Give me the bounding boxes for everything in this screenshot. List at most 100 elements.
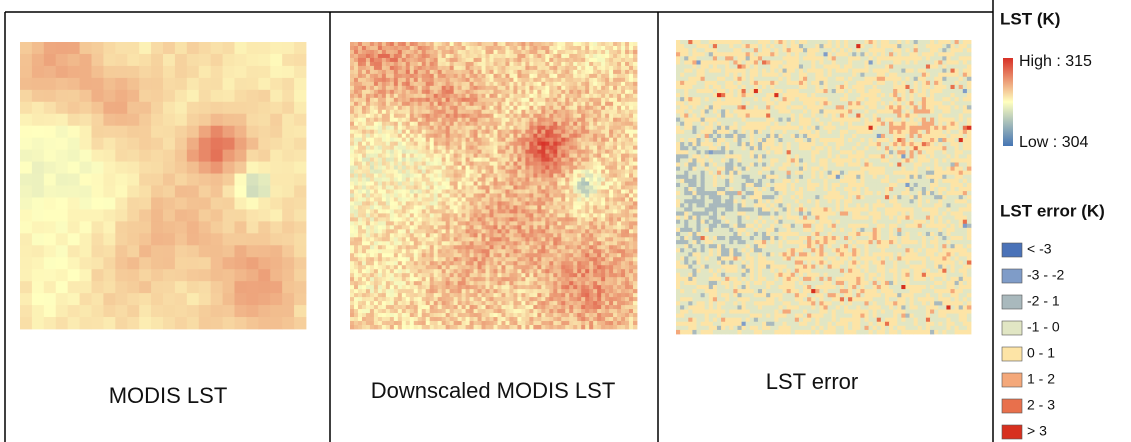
raster-cell <box>486 70 490 74</box>
raster-cell <box>370 237 374 241</box>
raster-cell <box>617 281 621 285</box>
raster-cell <box>549 229 553 233</box>
raster-cell <box>20 66 32 78</box>
raster-cell <box>482 66 486 70</box>
raster-cell <box>402 42 406 46</box>
raster-cell <box>414 74 418 78</box>
raster-cell <box>561 78 565 82</box>
raster-cell <box>509 62 513 66</box>
raster-cell <box>497 273 501 277</box>
raster-cell <box>294 197 306 209</box>
raster-cell <box>617 261 621 265</box>
raster-cell <box>127 269 139 281</box>
raster-cell <box>426 193 430 197</box>
raster-cell <box>513 201 517 205</box>
raster-cell <box>601 86 605 90</box>
raster-cell <box>609 205 613 209</box>
raster-cell <box>529 102 533 106</box>
raster-cell <box>478 253 482 257</box>
raster-cell <box>358 273 362 277</box>
raster-cell <box>354 158 358 162</box>
raster-cell <box>127 114 139 126</box>
raster-cell <box>390 201 394 205</box>
raster-cell <box>414 54 418 58</box>
raster-cell <box>501 205 505 209</box>
raster-cell <box>565 142 569 146</box>
raster-cell <box>442 277 446 281</box>
raster-cell <box>494 273 498 277</box>
raster-cell <box>478 114 482 118</box>
raster-cell <box>517 178 521 182</box>
raster-cell <box>521 122 525 126</box>
raster-cell <box>370 174 374 178</box>
raster-cell <box>163 221 175 233</box>
raster-cell <box>577 154 581 158</box>
raster-cell <box>617 86 621 90</box>
raster-cell <box>450 58 454 62</box>
raster-cell <box>414 201 418 205</box>
raster-cell <box>462 130 466 134</box>
raster-cell <box>533 150 537 154</box>
raster-cell <box>597 261 601 265</box>
raster-cell <box>386 66 390 70</box>
raster-cell <box>386 269 390 273</box>
raster-cell <box>386 118 390 122</box>
raster-cell <box>573 265 577 269</box>
raster-cell <box>557 178 561 182</box>
raster-cell <box>633 166 637 170</box>
raster-cell <box>561 269 565 273</box>
raster-cell <box>398 209 402 213</box>
raster-cell <box>458 114 462 118</box>
raster-cell <box>509 265 513 269</box>
raster-cell <box>537 98 541 102</box>
raster-cell <box>446 50 450 54</box>
raster-cell <box>426 66 430 70</box>
raster-cell <box>390 154 394 158</box>
raster-cell <box>521 189 525 193</box>
raster-cell <box>414 42 418 46</box>
raster-cell <box>577 146 581 150</box>
raster-cell <box>458 142 462 146</box>
raster-cell <box>414 90 418 94</box>
raster-cell <box>525 62 529 66</box>
raster-cell <box>517 261 521 265</box>
raster-cell <box>282 293 294 305</box>
raster-cell <box>497 162 501 166</box>
raster-cell <box>68 186 80 198</box>
raster-cell <box>442 86 446 90</box>
raster-cell <box>402 178 406 182</box>
raster-cell <box>454 261 458 265</box>
raster-cell <box>466 58 470 62</box>
raster-cell <box>537 130 541 134</box>
raster-cell <box>494 98 498 102</box>
raster-cell <box>597 66 601 70</box>
raster-cell <box>418 237 422 241</box>
raster-cell <box>561 205 565 209</box>
raster-cell <box>438 166 442 170</box>
raster-cell <box>549 50 553 54</box>
raster-cell <box>458 253 462 257</box>
raster-cell <box>625 241 629 245</box>
raster-cell <box>386 90 390 94</box>
raster-cell <box>366 213 370 217</box>
raster-cell <box>545 66 549 70</box>
raster-cell <box>494 197 498 201</box>
raster-cell <box>434 285 438 289</box>
raster-cell <box>525 253 529 257</box>
raster-cell <box>56 245 68 257</box>
raster-cell <box>366 138 370 142</box>
raster-cell <box>378 209 382 213</box>
raster-cell <box>629 229 633 233</box>
raster-cell <box>486 170 490 174</box>
raster-cell <box>462 257 466 261</box>
raster-cell <box>426 166 430 170</box>
raster-cell <box>386 174 390 178</box>
raster-cell <box>629 90 633 94</box>
raster-cell <box>557 126 561 130</box>
raster-cell <box>92 90 104 102</box>
raster-cell <box>609 182 613 186</box>
raster-cell <box>617 114 621 118</box>
raster-cell <box>553 122 557 126</box>
raster-cell <box>589 78 593 82</box>
raster-cell <box>537 229 541 233</box>
